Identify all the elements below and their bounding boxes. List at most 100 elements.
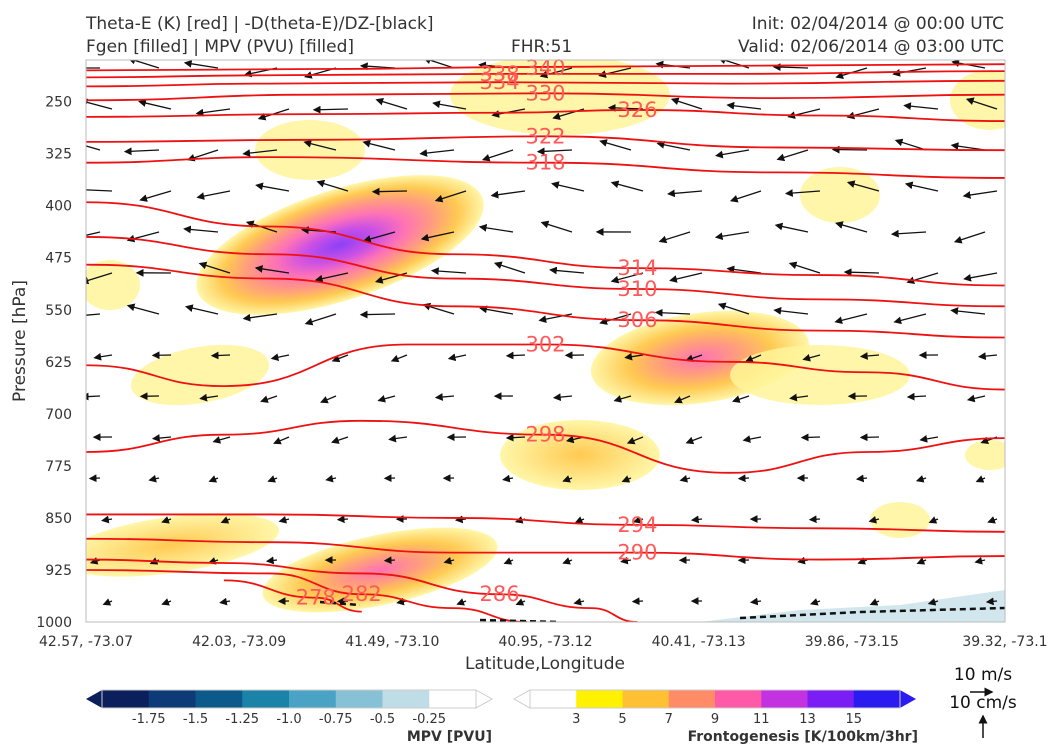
- wind-vector-145: [669, 272, 703, 283]
- wind-vector-16: [123, 147, 160, 156]
- plot-frame: [85, 59, 1006, 623]
- theta-e-contour-334: [86, 79, 1005, 88]
- wind-vector-97: [456, 598, 467, 606]
- wind-vector-122: [562, 475, 573, 483]
- wind-vector-59: [316, 179, 349, 192]
- theta-e-label-338: 338: [480, 62, 520, 86]
- title-left-line2: Fgen [filled] | MPV (PVU) [filled]: [86, 37, 355, 57]
- fgen-color-segment-5: [761, 690, 808, 708]
- wind-vector-29: [195, 108, 231, 117]
- wind-vector-57: [312, 105, 349, 114]
- wind-vector-218: [966, 394, 986, 403]
- fgen-color-segment-2: [622, 690, 670, 708]
- wind-vector-54: [265, 556, 278, 565]
- wind-vector-197: [903, 102, 939, 111]
- fgen-tick-13: 13: [799, 712, 816, 727]
- wind-vector-168: [772, 63, 809, 72]
- wind-vector-2: [86, 145, 101, 151]
- y-tick-550: 550: [45, 303, 72, 319]
- fgen-color-segment-7: [853, 690, 901, 708]
- fgen-tick-15: 15: [845, 712, 862, 727]
- wind-vector-71: [375, 97, 408, 110]
- wind-vector-87: [434, 190, 467, 203]
- wind-vector-28: [183, 60, 219, 69]
- wind-vector-171: [784, 189, 821, 197]
- mpv-color-segment-7: [429, 690, 477, 708]
- wind-vector-144: [658, 231, 691, 244]
- wind-vector-212: [950, 142, 986, 151]
- wind-vector-82: [383, 556, 396, 565]
- theta-e-label-310: 310: [617, 277, 657, 301]
- mpv-tick-4: -0.75: [319, 712, 353, 727]
- wind-vector-148: [674, 395, 691, 404]
- wind-vector-173: [788, 261, 821, 274]
- x-tick-labels: 42.57, -73.07 42.03, -73.09 41.49, -73.10 4…: [39, 634, 1048, 650]
- wind-vector-176: [789, 393, 809, 402]
- y-tick-625: 625: [45, 355, 72, 371]
- wind-vector-161: [745, 354, 762, 363]
- x-axis-label: Latitude,Longitude: [465, 654, 625, 674]
- wind-vector-78: [377, 395, 396, 403]
- wind-vector-39: [220, 516, 231, 524]
- x-tick-1: 42.03, -73.09: [192, 634, 286, 650]
- y-tick-labels: 250 325 400 475 550 625 700 775 850 925 1000: [36, 95, 72, 631]
- wind-vector-137: [632, 516, 644, 524]
- theta-e-contour-298: [86, 419, 1005, 474]
- mpv-tick-5: -0.5: [370, 712, 395, 727]
- wind-vector-32: [183, 225, 219, 234]
- wind-vector-7: [93, 352, 113, 361]
- fgen-blob-2: [262, 527, 498, 613]
- wind-vector-162: [731, 395, 750, 403]
- wind-vector-184: [831, 145, 868, 154]
- mpv-tick-3: -1.0: [276, 712, 301, 727]
- wind-vector-89: [430, 267, 467, 275]
- wind-vector-111: [515, 598, 526, 606]
- wind-vector-116: [540, 220, 573, 233]
- fgen-blob-0: [196, 175, 484, 315]
- wind-vector-208: [916, 557, 927, 565]
- wind-vector-85: [432, 100, 467, 110]
- theta-e-contour-340: [86, 63, 1005, 72]
- fgen-tick-7: 7: [665, 712, 673, 727]
- wind-vector-221: [987, 516, 998, 524]
- mpv-colorbar-frame: [101, 689, 477, 709]
- fgen-tick-9: 9: [711, 712, 719, 727]
- wind-vector-146: [654, 308, 691, 317]
- mpv-colorbar-title: MPV [PVU]: [407, 729, 492, 745]
- fgen-blob-8: [950, 70, 1005, 130]
- fgen-color-segment-0: [530, 690, 577, 708]
- theta-e-contour-278: [223, 579, 362, 613]
- theta-e-label-302: 302: [525, 332, 565, 356]
- wind-vector-139: [631, 597, 644, 606]
- wind-vector-64: [320, 395, 337, 404]
- wind-vector-58: [303, 139, 337, 151]
- wind-vector-24: [148, 474, 160, 483]
- theta-e-contours: [86, 63, 1005, 622]
- wind-vector-117: [549, 266, 585, 275]
- wind-vector-8: [86, 392, 101, 401]
- wind-vector-147: [685, 354, 703, 362]
- wind-vector-189: [859, 352, 880, 360]
- theta-e-contour-294: [86, 513, 1005, 533]
- fgen-colorbar-max-extend: [900, 690, 916, 708]
- fgen-color-segment-4: [715, 690, 762, 708]
- wind-vector-185: [846, 180, 880, 192]
- wind-vector-127: [607, 104, 644, 112]
- frontogenesis-colorbar: 3 5 7 9 11 13 15: [512, 689, 916, 727]
- mpv-tick-1: -1.5: [183, 712, 208, 727]
- wind-vector-96: [443, 556, 455, 565]
- wind-vector-214: [953, 231, 986, 244]
- forecast-hour: FHR:51: [511, 37, 573, 57]
- mpv-negative-area: [700, 590, 1005, 622]
- theta-e-contour-322: [86, 135, 1005, 152]
- wind-vector-51: [273, 436, 290, 445]
- mpv-tick-6: -0.25: [412, 712, 446, 727]
- wind-vector-4: [86, 231, 101, 237]
- wind-vector-179: [808, 515, 821, 524]
- theta-e-label-282: 282: [342, 582, 382, 606]
- wind-vector-159: [726, 265, 762, 274]
- x-tick-5: 39.86, -73.15: [805, 634, 899, 650]
- fgen-tick-5: 5: [618, 712, 626, 727]
- wind-vector-131: [610, 272, 644, 284]
